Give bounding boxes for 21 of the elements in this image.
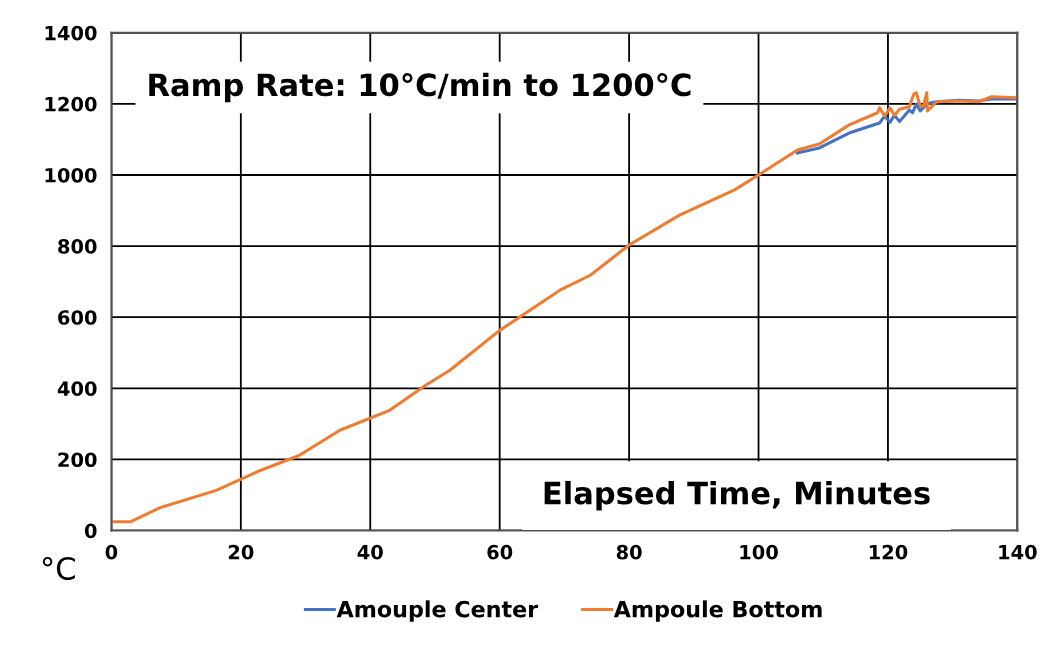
y-tick-label: 1200 [45,96,97,112]
x-tick-label: 120 [869,544,908,560]
y-tick-label: 400 [57,381,97,396]
x-tick-label: 100 [740,544,778,560]
legend-label: Ampoule Bottom [613,600,822,622]
y-tick-label: 1000 [45,167,97,183]
y-tick-label: 200 [58,452,97,468]
x-axis-title: Elapsed Time, Minutes [544,480,930,511]
y-axis-title: °C [42,556,75,581]
x-tick-label: 80 [616,544,642,560]
text: Ramp Rate: 10°C/min to 1200°C [149,72,691,103]
x-tick-label: 140 [999,544,1037,560]
legend-label: Amouple Center [336,600,539,622]
y-tick-label: 0 [84,523,97,539]
x-tick-label: 0 [105,544,118,560]
x-tick-label: 20 [228,544,254,560]
y-tick-label: 800 [58,239,97,254]
y-tick-label: 1400 [45,25,97,41]
x-tick-label: 60 [487,544,513,560]
x-tick-label: 40 [357,544,383,560]
y-tick-label: 600 [58,310,97,325]
